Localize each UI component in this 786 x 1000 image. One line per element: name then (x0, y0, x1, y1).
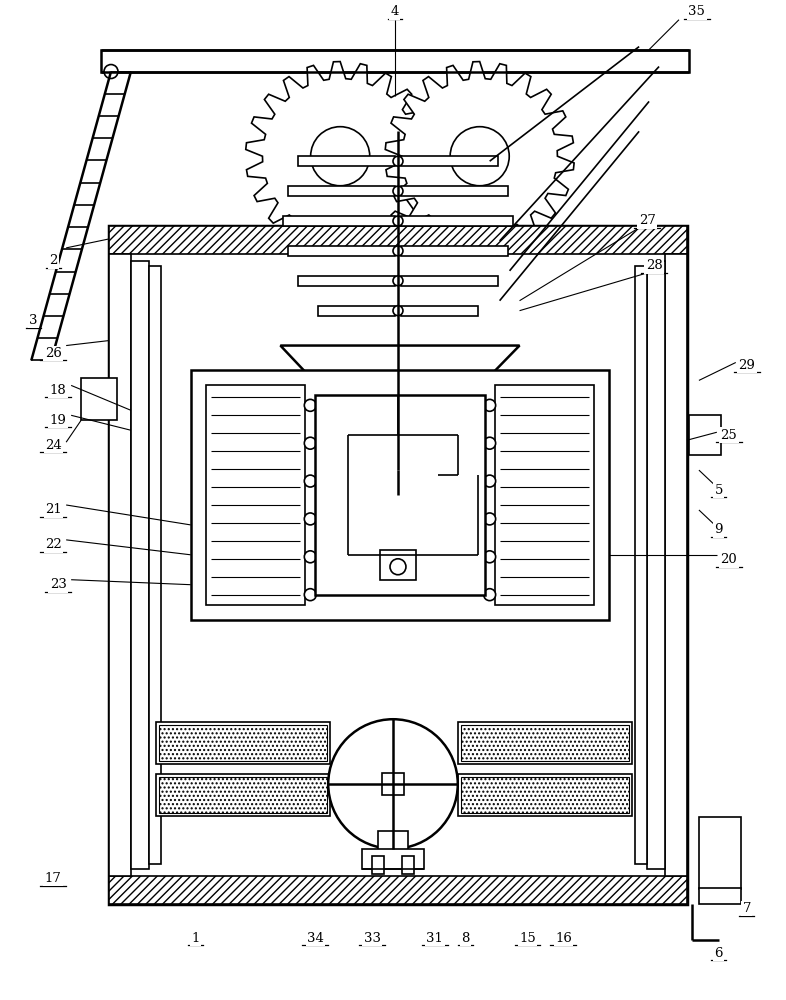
Circle shape (483, 589, 496, 601)
Bar (109, 254, 131, 876)
Bar (159, 725, 327, 761)
Text: 20: 20 (721, 553, 737, 566)
Text: 23: 23 (50, 578, 67, 591)
Bar (156, 774, 330, 816)
Text: 27: 27 (639, 214, 656, 227)
Bar (401, 186, 508, 196)
Text: 21: 21 (45, 503, 61, 516)
Circle shape (393, 306, 403, 316)
Text: 34: 34 (307, 932, 324, 945)
Bar (401, 216, 512, 226)
Text: 28: 28 (646, 259, 663, 272)
Circle shape (304, 437, 316, 449)
Circle shape (393, 156, 403, 166)
Text: 2: 2 (49, 254, 57, 267)
Text: 1: 1 (192, 932, 200, 945)
Bar (299, 276, 395, 286)
Bar (288, 186, 395, 196)
Circle shape (483, 475, 496, 487)
Bar (457, 774, 632, 816)
Bar (159, 777, 327, 813)
Bar (494, 385, 594, 605)
Polygon shape (246, 62, 435, 251)
Circle shape (483, 437, 496, 449)
Bar (101, 50, 689, 72)
Text: 6: 6 (714, 947, 723, 960)
Text: 15: 15 (519, 932, 536, 945)
Bar (362, 849, 424, 869)
Circle shape (304, 513, 316, 525)
Circle shape (104, 65, 118, 78)
Bar (461, 725, 629, 761)
Bar (699, 817, 740, 889)
Bar (109, 226, 687, 904)
Text: 19: 19 (50, 414, 67, 427)
Polygon shape (385, 62, 574, 251)
Text: 29: 29 (738, 359, 755, 372)
Bar (284, 216, 395, 226)
Bar (635, 266, 647, 864)
Bar (401, 306, 478, 316)
Bar (315, 395, 485, 595)
Bar (401, 156, 498, 166)
Circle shape (483, 551, 496, 563)
Circle shape (483, 513, 496, 525)
Bar (665, 254, 687, 876)
Circle shape (393, 186, 403, 196)
Bar (372, 856, 384, 874)
Bar (689, 415, 721, 455)
Bar (699, 888, 740, 904)
Text: 25: 25 (721, 429, 737, 442)
Text: 35: 35 (689, 5, 705, 18)
Text: 24: 24 (45, 439, 61, 452)
Bar (299, 156, 395, 166)
Circle shape (310, 127, 369, 186)
Bar (647, 261, 665, 869)
Bar (288, 246, 395, 256)
Bar (81, 378, 117, 420)
Circle shape (304, 475, 316, 487)
Bar (318, 306, 395, 316)
Bar (401, 246, 508, 256)
Bar (461, 777, 629, 813)
Bar (156, 722, 330, 764)
Bar (457, 722, 632, 764)
Circle shape (450, 127, 509, 186)
Bar (390, 487, 406, 503)
Bar (401, 276, 498, 286)
Bar (378, 831, 408, 851)
Text: 4: 4 (391, 5, 399, 18)
Circle shape (329, 719, 457, 849)
Text: 9: 9 (714, 523, 723, 536)
Circle shape (390, 559, 406, 575)
Text: 17: 17 (45, 872, 61, 885)
Bar (109, 876, 687, 904)
Bar (131, 261, 149, 869)
Text: 5: 5 (714, 484, 723, 497)
Polygon shape (281, 346, 520, 470)
Text: 16: 16 (555, 932, 572, 945)
Circle shape (393, 216, 403, 226)
Bar (149, 266, 161, 864)
Circle shape (393, 276, 403, 286)
Bar (206, 385, 305, 605)
Text: 26: 26 (45, 347, 61, 360)
Text: 7: 7 (743, 902, 751, 915)
Text: 33: 33 (364, 932, 380, 945)
Text: 8: 8 (461, 932, 470, 945)
Bar (380, 550, 416, 580)
Text: 31: 31 (427, 932, 443, 945)
Bar (191, 370, 609, 620)
Circle shape (304, 589, 316, 601)
Circle shape (393, 246, 403, 256)
Circle shape (483, 399, 496, 411)
Text: 22: 22 (45, 538, 61, 551)
Circle shape (304, 399, 316, 411)
Bar (382, 773, 404, 795)
Circle shape (304, 551, 316, 563)
Text: 3: 3 (29, 314, 38, 327)
Bar (402, 856, 414, 874)
Text: 18: 18 (50, 384, 67, 397)
Bar (109, 226, 687, 254)
